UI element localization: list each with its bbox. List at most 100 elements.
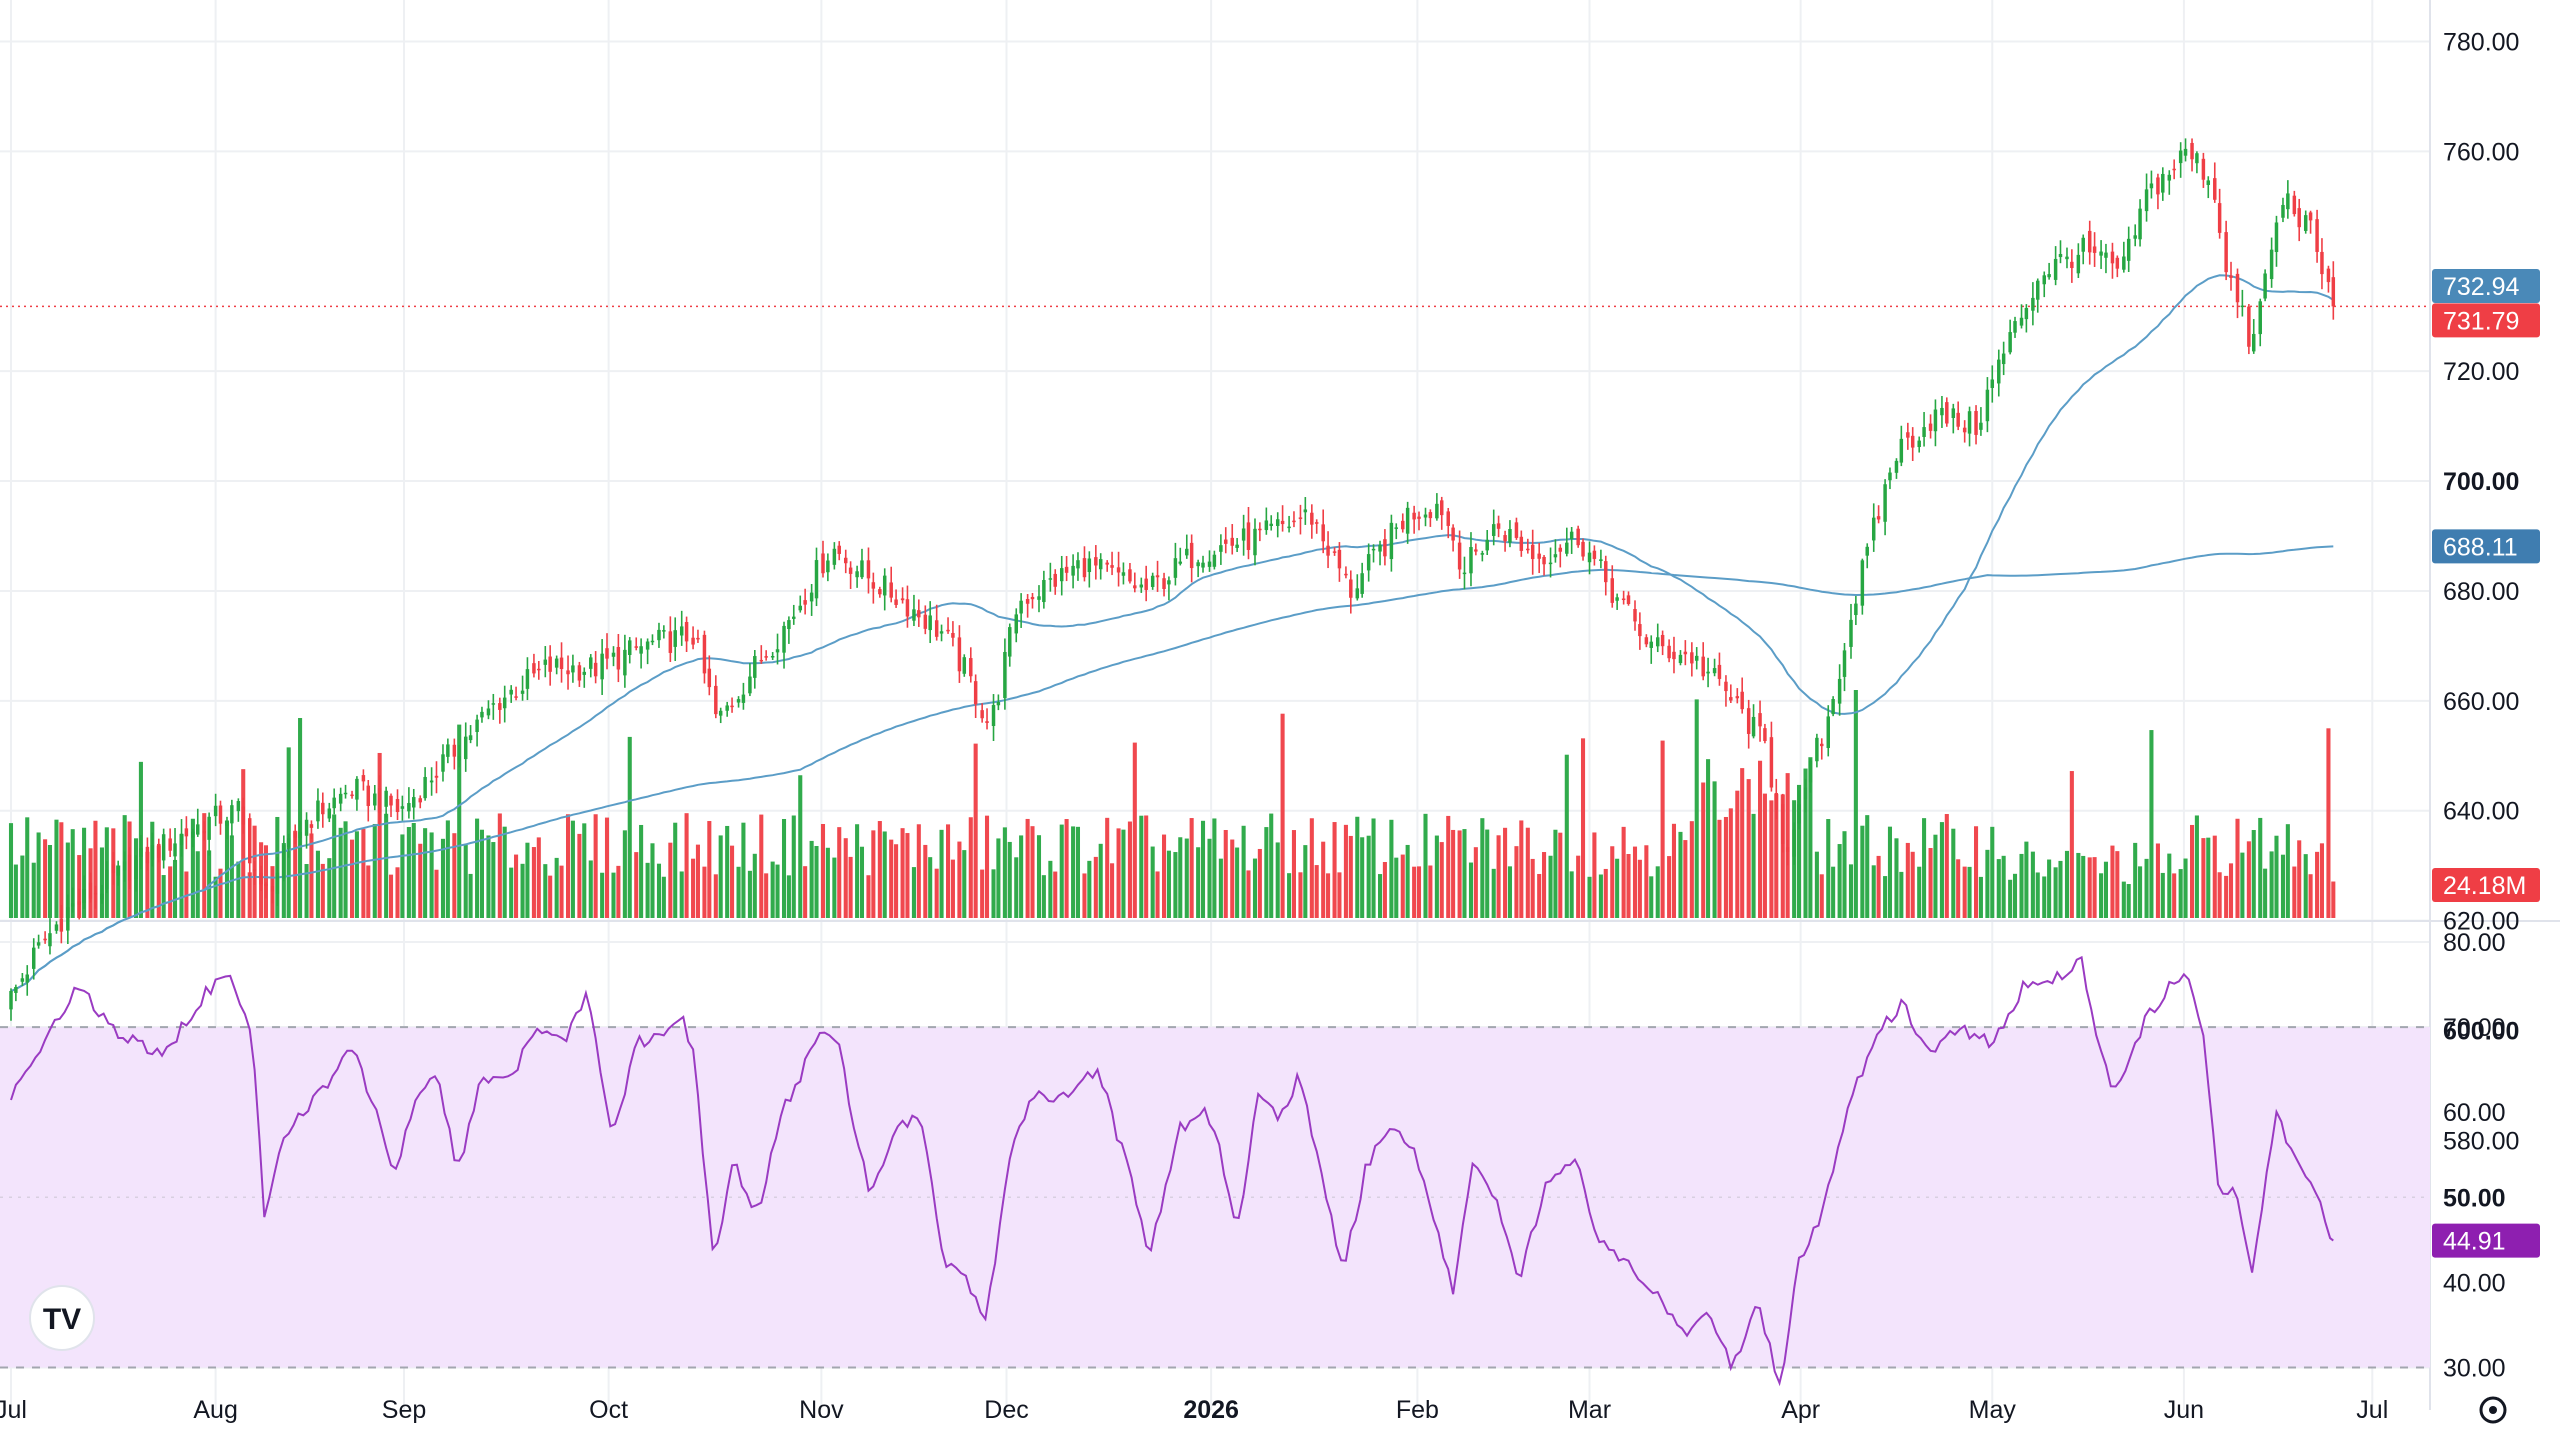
candle (1235, 538, 1239, 552)
candle (1440, 496, 1444, 530)
volume-bar (741, 822, 746, 918)
volume-bar (679, 871, 684, 918)
candle (792, 604, 796, 625)
candle (2161, 167, 2165, 201)
candle (407, 787, 411, 819)
candle (1485, 530, 1489, 555)
volume-bar (2058, 860, 2063, 918)
candle (2281, 197, 2285, 223)
volume-bar (1671, 823, 1677, 918)
candle (657, 622, 661, 648)
volume-bar (286, 747, 291, 918)
chart-controls[interactable]: TV (29, 1285, 2507, 1424)
candle (43, 931, 47, 944)
candle (1303, 497, 1308, 525)
volume-bar (2235, 818, 2240, 918)
candle (1660, 630, 1665, 656)
candle (1310, 504, 1314, 539)
candle (1076, 552, 1080, 581)
candle (860, 548, 864, 580)
volume-bar (536, 837, 541, 918)
candle (718, 707, 723, 724)
volume-bar (320, 863, 325, 918)
volume-bar (1348, 835, 1353, 918)
volume-bar (65, 842, 70, 918)
volume-bar (59, 822, 64, 918)
volume-bar (440, 838, 446, 918)
candle (1337, 542, 1342, 582)
volume-bar (1036, 835, 1042, 918)
candle (525, 657, 530, 701)
candle (1201, 555, 1205, 573)
volume-bar (1337, 872, 1342, 918)
candle (327, 802, 332, 823)
volume-bar (2274, 835, 2279, 918)
candle (332, 788, 336, 815)
volume-bar (2331, 881, 2336, 918)
volume-bar (195, 851, 200, 918)
volume-bar (434, 869, 439, 918)
volume-bar (1457, 830, 1462, 918)
value-badges: 732.94 731.79 688.11 24.18M 44.91 (2432, 269, 2540, 1258)
volume-bar (877, 821, 882, 918)
price-tick-label: 580.00 (2443, 1127, 2519, 1155)
candle (1417, 511, 1421, 531)
candle (2036, 278, 2040, 313)
candle (196, 808, 200, 837)
volume-bar (2012, 873, 2018, 918)
volume-bar (2183, 858, 2188, 918)
volume-bar (1530, 858, 1535, 918)
volume-bar (1706, 759, 1711, 918)
candle (1298, 504, 1303, 535)
candle (1042, 570, 1046, 609)
volume-bar (1905, 842, 1910, 918)
volume-bar (1740, 768, 1745, 918)
volume-bar (1173, 852, 1178, 918)
candle (366, 779, 371, 822)
candle (1139, 577, 1144, 593)
candle (423, 767, 427, 801)
candle (900, 587, 905, 604)
candle (1071, 554, 1075, 589)
candle (275, 857, 280, 906)
candle (343, 784, 348, 799)
candle (1990, 365, 1995, 403)
candle (577, 661, 582, 687)
volume-bar (2167, 853, 2172, 918)
candle (1366, 543, 1371, 582)
volume-bar (1257, 848, 1262, 918)
volume-bar (1423, 813, 1428, 918)
candle (2240, 289, 2245, 317)
candle (2247, 304, 2251, 355)
volume-bar (1956, 859, 1961, 918)
volume-bar (70, 829, 75, 918)
volume-bar (2297, 840, 2302, 918)
candle (814, 547, 819, 607)
volume-bar (497, 813, 502, 918)
price-tick-label: 780.00 (2443, 28, 2519, 56)
candle (1280, 505, 1285, 532)
candle (582, 667, 587, 688)
volume-bar (315, 850, 320, 918)
volume-bar (372, 823, 377, 918)
volume-bar (946, 824, 951, 918)
volume-bar (1184, 838, 1189, 918)
volume-bar (2076, 852, 2081, 918)
volume-bar (1615, 858, 1620, 918)
volume-bar (639, 824, 644, 918)
candle (1740, 677, 1744, 714)
volume-bar (1644, 845, 1649, 918)
gear-icon[interactable] (2479, 1396, 2507, 1424)
candle (554, 655, 559, 675)
volume-bar (2103, 861, 2108, 918)
candle (161, 828, 166, 869)
volume-bar (36, 832, 41, 918)
candle (1820, 738, 1824, 760)
candle (259, 865, 263, 891)
volume-bar (1717, 819, 1722, 918)
candle (1059, 555, 1064, 596)
tradingview-logo[interactable]: TV (29, 1285, 95, 1351)
volume-bar (93, 820, 98, 918)
